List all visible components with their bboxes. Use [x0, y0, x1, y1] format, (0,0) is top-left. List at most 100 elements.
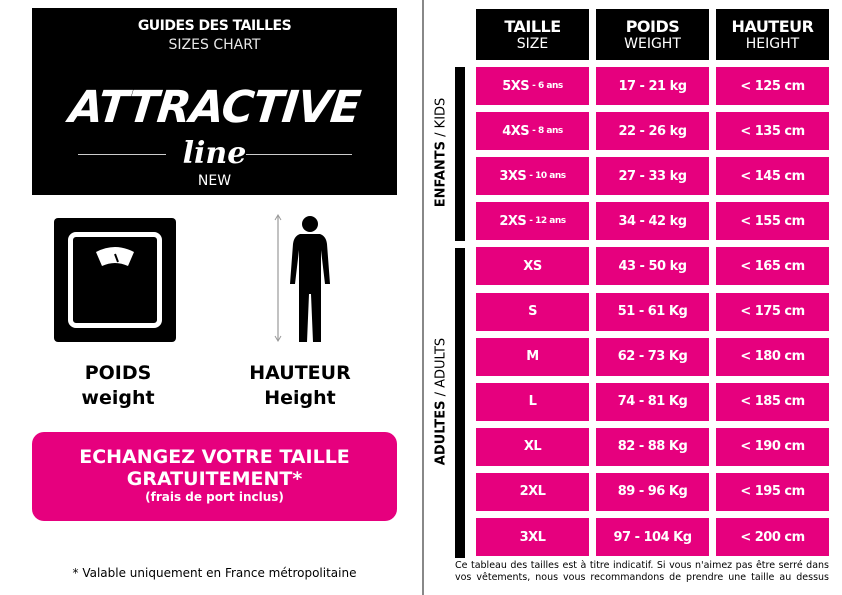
logo-rule-left	[78, 154, 166, 155]
height-value: < 165 cm	[740, 258, 805, 274]
height-value: < 135 cm	[740, 123, 805, 139]
weight-value: 34 - 42 kg	[618, 213, 687, 229]
size-cell: 3XL	[476, 518, 589, 556]
height-cell: < 185 cm	[716, 382, 829, 421]
header-fr: HAUTEUR	[731, 17, 814, 36]
weight-cell: 34 - 42 kg	[596, 202, 709, 241]
human-height-icon	[274, 214, 330, 342]
height-cell: < 200 cm	[716, 518, 829, 556]
weight-value: 82 - 88 Kg	[617, 439, 688, 455]
column-header: POIDS WEIGHT	[596, 9, 709, 60]
group-bar	[455, 248, 465, 558]
size-value: 3XS	[499, 168, 527, 184]
weight-cell: 22 - 26 kg	[596, 112, 709, 151]
brand-logo: ATTRACTIVE	[66, 82, 363, 133]
brand-logo-sub: line	[182, 136, 247, 171]
size-cell: 2XS - 12 ans	[476, 202, 589, 241]
age-value: - 6 ans	[532, 81, 563, 91]
weight-sublabel: weight	[81, 387, 155, 409]
size-cell: XL	[476, 427, 589, 466]
height-value: < 125 cm	[740, 78, 805, 94]
size-value: S	[528, 304, 537, 319]
age-value: - 10 ans	[529, 171, 566, 182]
size-cell: 4XS - 8 ans	[476, 112, 589, 151]
height-cell: < 135 cm	[716, 112, 829, 151]
group-label: ENFANTS / KIDS	[434, 66, 449, 240]
promo-line2: GRATUITEMENT*	[126, 468, 303, 490]
weight-label: POIDS	[84, 362, 152, 384]
size-cell: 3XS - 10 ans	[476, 157, 589, 196]
weight-cell: 43 - 50 kg	[596, 247, 709, 286]
group-bar	[455, 67, 465, 241]
size-cell: M	[476, 337, 589, 376]
header-fr: POIDS	[625, 17, 680, 36]
height-value: < 175 cm	[740, 304, 805, 319]
height-cell: < 165 cm	[716, 247, 829, 286]
size-cell: XS	[476, 247, 589, 286]
page-divider	[422, 0, 424, 595]
brand-banner: GUIDES DES TAILLES SIZES CHART ATTRACTIV…	[32, 8, 397, 195]
height-cell: < 175 cm	[716, 292, 829, 331]
logo-rule-right	[246, 154, 352, 155]
weight-value: 43 - 50 kg	[618, 258, 687, 274]
weight-value: 62 - 73 Kg	[617, 349, 688, 365]
column-header: HAUTEUR HEIGHT	[716, 9, 829, 60]
age-value: - 12 ans	[529, 216, 566, 227]
weight-cell: 27 - 33 kg	[596, 157, 709, 196]
group-label: ADULTES / ADULTS	[434, 247, 449, 557]
size-value: XL	[523, 439, 542, 455]
header-en: HEIGHT	[745, 36, 800, 52]
guide-subtitle: SIZES CHART	[168, 37, 261, 53]
group-label-rest: / ADULTS	[433, 337, 449, 401]
group-label-bold: ENFANTS	[433, 140, 449, 208]
size-cell: L	[476, 382, 589, 421]
size-value: 2XL	[519, 484, 546, 500]
header-fr: TAILLE	[504, 17, 561, 36]
size-cell: S	[476, 292, 589, 331]
size-value: L	[528, 394, 537, 410]
group-label-rest: / KIDS	[433, 97, 449, 141]
age-value: - 8 ans	[532, 126, 563, 137]
size-value: 4XS	[502, 123, 530, 139]
weight-cell: 82 - 88 Kg	[596, 427, 709, 466]
weight-cell: 74 - 81 Kg	[596, 382, 709, 421]
height-cell: < 180 cm	[716, 337, 829, 376]
height-sublabel: Height	[264, 387, 336, 409]
height-cell: < 190 cm	[716, 427, 829, 466]
weight-value: 89 - 96 Kg	[617, 484, 688, 500]
group-label-bold: ADULTES	[433, 400, 449, 466]
height-label: HAUTEUR	[249, 362, 351, 384]
weight-cell: 97 - 104 Kg	[596, 518, 709, 556]
size-value: XS	[523, 258, 542, 274]
weight-value: 22 - 26 kg	[618, 123, 687, 139]
weight-value: 51 - 61 Kg	[617, 304, 688, 319]
header-en: WEIGHT	[624, 36, 681, 52]
height-cell: < 195 cm	[716, 472, 829, 511]
size-value: 2XS	[499, 213, 527, 229]
height-value: < 190 cm	[740, 439, 805, 455]
header-en: SIZE	[516, 36, 549, 52]
weight-cell: 89 - 96 Kg	[596, 472, 709, 511]
weight-value: 97 - 104 Kg	[613, 529, 692, 545]
footnote: * Valable uniquement en France métropoli…	[72, 566, 357, 580]
height-value: < 185 cm	[740, 394, 805, 410]
weight-cell: 62 - 73 Kg	[596, 337, 709, 376]
size-value: M	[526, 349, 539, 365]
height-value: < 145 cm	[740, 168, 805, 184]
weight-cell: 51 - 61 Kg	[596, 292, 709, 331]
height-value: < 180 cm	[740, 349, 805, 365]
size-cell: 5XS - 6 ans	[476, 67, 589, 105]
weight-value: 74 - 81 Kg	[617, 394, 688, 410]
column-header: TAILLE SIZE	[476, 9, 589, 60]
height-value: < 155 cm	[740, 213, 805, 229]
height-value: < 200 cm	[740, 529, 805, 545]
height-cell: < 145 cm	[716, 157, 829, 196]
size-value: 3XL	[519, 529, 546, 545]
free-exchange-banner: ECHANGEZ VOTRE TAILLE GRATUITEMENT* (fra…	[32, 432, 397, 521]
promo-line3: (frais de port inclus)	[145, 490, 284, 504]
height-value: < 195 cm	[740, 484, 805, 500]
weight-cell: 17 - 21 kg	[596, 67, 709, 105]
brand-tag: NEW	[197, 173, 232, 189]
promo-line1: ECHANGEZ VOTRE TAILLE	[79, 446, 350, 468]
height-cell: < 125 cm	[716, 67, 829, 105]
